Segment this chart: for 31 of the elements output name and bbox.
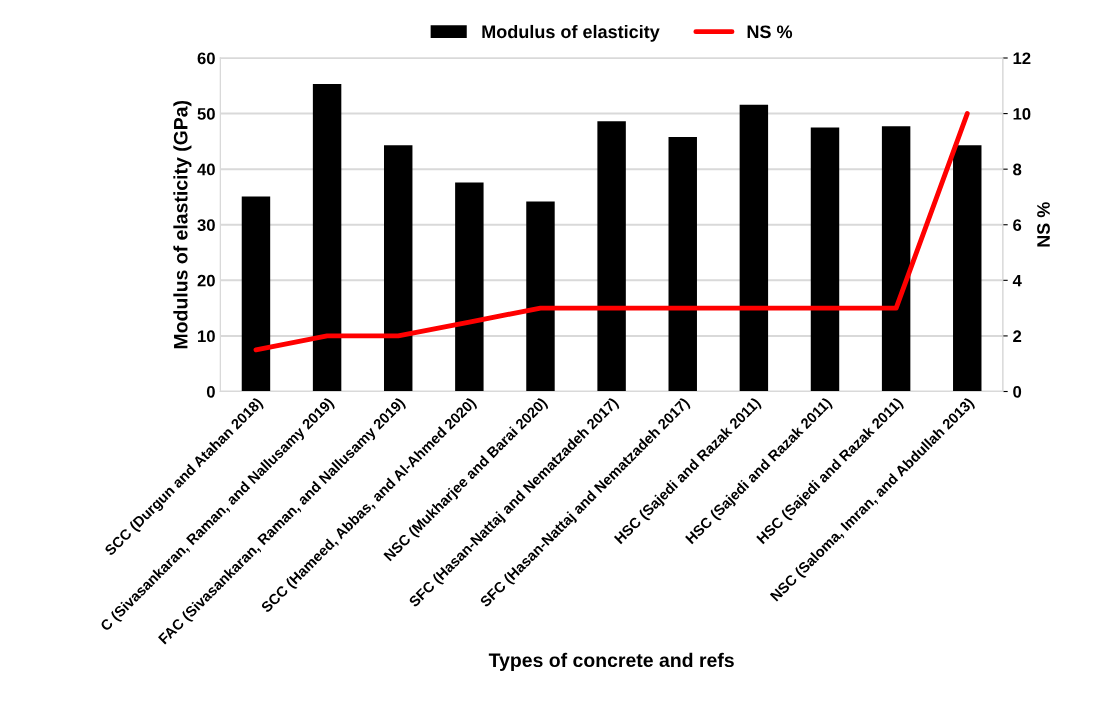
bar <box>526 201 555 392</box>
y2-tick-label: 6 <box>1013 219 1022 231</box>
bar <box>668 136 697 392</box>
legend-label: Modulus of elasticity <box>482 24 660 42</box>
bar <box>953 145 982 392</box>
y-tick-label: 0 <box>206 385 215 398</box>
y-tick-label: 60 <box>197 52 215 65</box>
y2-tick-label: 10 <box>1013 107 1031 120</box>
y-tick-label: 50 <box>197 107 215 120</box>
y-tick-label: 10 <box>198 330 215 343</box>
bar <box>597 121 626 392</box>
y2-tick-label: 0 <box>1013 385 1022 398</box>
line-series <box>253 111 970 353</box>
y2-tick-label: 2 <box>1013 330 1022 342</box>
bar <box>241 196 271 392</box>
bar <box>384 145 413 392</box>
y2-tick-label: 12 <box>1013 52 1031 65</box>
legend-label: NS % <box>747 25 793 39</box>
y2-axis-title: NS % <box>1037 202 1050 247</box>
y2-tick-label: 8 <box>1013 163 1022 176</box>
x-axis-title: Types of concrete and refs <box>488 652 734 671</box>
y-tick-label: 40 <box>197 163 215 176</box>
y-tick-label: 30 <box>197 219 215 231</box>
bar <box>739 104 769 392</box>
y-axis-title: Modulus of elasticity (GPa) <box>173 100 192 349</box>
bar <box>881 126 911 392</box>
bar <box>810 127 840 392</box>
bar <box>455 182 484 392</box>
y-tick-label: 20 <box>197 274 215 287</box>
y2-tick-label: 4 <box>1012 274 1022 287</box>
bar <box>312 84 342 392</box>
